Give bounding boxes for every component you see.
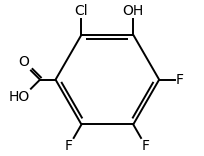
Text: F: F xyxy=(175,73,183,87)
Text: F: F xyxy=(141,139,149,153)
Text: O: O xyxy=(18,55,29,69)
Text: OH: OH xyxy=(122,4,143,18)
Text: HO: HO xyxy=(8,90,29,104)
Text: Cl: Cl xyxy=(74,4,88,18)
Text: F: F xyxy=(64,139,72,153)
